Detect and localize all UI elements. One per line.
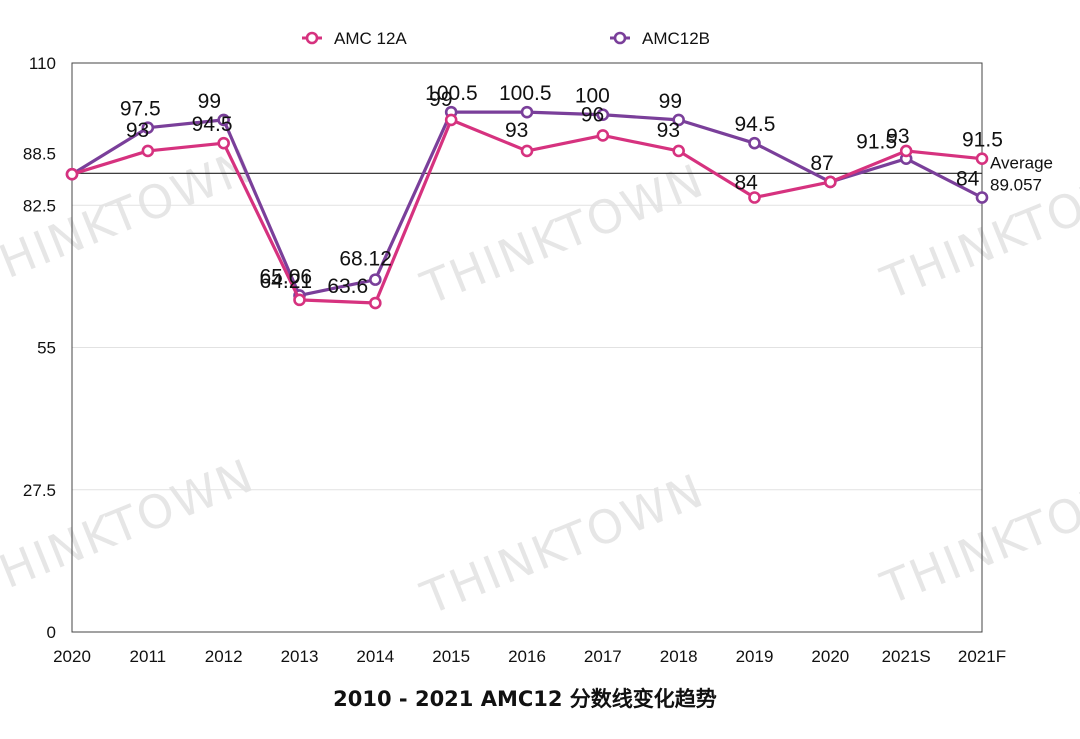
watermark-text: THINKTOWN xyxy=(413,153,712,316)
watermark-text: THINKTOWN xyxy=(873,453,1080,616)
data-label-amc12a: 93 xyxy=(505,119,528,142)
y-tick-label: 27.5 xyxy=(23,481,56,500)
data-point-amc12a xyxy=(748,191,761,204)
x-tick-label: 2017 xyxy=(584,647,622,666)
x-tick-label: 2020 xyxy=(811,647,849,666)
data-label-amc12a: 93 xyxy=(886,125,909,148)
data-point-amc12a xyxy=(899,144,913,158)
data-point-amc12b xyxy=(975,191,989,204)
y-tick-label: 55 xyxy=(37,339,56,358)
data-point-amc12b xyxy=(369,273,382,286)
data-label-amc12b: 99 xyxy=(198,90,221,113)
data-label-amc12a: 91.5 xyxy=(962,129,1003,152)
y-axis-ticks: 0 27.5 55 82.5 110 88.5 xyxy=(23,54,56,642)
data-label-amc12b: 99 xyxy=(659,90,682,113)
average-value: 89.057 xyxy=(990,175,1042,194)
x-tick-label: 2020 xyxy=(53,647,91,666)
average-tick-label: 88.5 xyxy=(23,144,56,163)
data-label-amc12a: 64.21 xyxy=(260,270,313,293)
data-point-amc12a xyxy=(141,144,155,158)
x-tick-label: 2019 xyxy=(736,647,774,666)
data-label-amc12b: 100.5 xyxy=(499,82,552,105)
data-label-amc12a: 99 xyxy=(429,88,452,111)
x-tick-label: 2018 xyxy=(660,647,698,666)
data-point-amc12b xyxy=(596,108,610,122)
data-point-amc12a xyxy=(520,144,534,158)
data-label-amc12b: 100 xyxy=(575,85,610,108)
x-tick-label: 2021S xyxy=(882,647,931,666)
data-point-amc12b xyxy=(748,136,761,150)
data-point-amc12a xyxy=(444,113,458,127)
data-label-amc12a: 94.5 xyxy=(192,113,233,136)
data-label-amc12b: 68.12 xyxy=(339,248,392,271)
watermark-text: THINKTOWN xyxy=(0,448,262,611)
data-point-amc12b xyxy=(672,113,685,127)
y-tick-label: 82.5 xyxy=(23,196,56,215)
grid-lines xyxy=(72,204,982,491)
data-point-amc12a xyxy=(672,144,685,158)
data-label-amc12a: 63.6 xyxy=(327,275,368,298)
chart-title: 2010 - 2021 AMC12 分数线变化趋势 xyxy=(333,687,717,711)
x-tick-label: 2011 xyxy=(130,647,167,666)
data-label-amc12b: 97.5 xyxy=(120,98,161,121)
data-point-amc12a xyxy=(293,293,306,307)
series-layer xyxy=(65,105,989,310)
data-label-amc12a: 93 xyxy=(126,119,149,142)
legend-swatch-marker xyxy=(305,31,319,45)
average-line-group: Average 89.057 xyxy=(72,153,1053,194)
data-label-amc12a: 93 xyxy=(657,119,680,142)
data-point-amc12b xyxy=(217,113,230,127)
x-tick-label: 2021F xyxy=(958,647,1006,666)
data-point-amc12b xyxy=(141,121,155,134)
data-point-amc12a xyxy=(824,175,837,189)
data-label-amc12a: 96 xyxy=(581,103,604,126)
legend-swatch-marker xyxy=(613,31,627,45)
y-tick-label: 110 xyxy=(29,54,56,73)
y-tick-label: 0 xyxy=(47,623,56,642)
data-label-amc12b: 65.06 xyxy=(260,265,313,288)
data-point-amc12b xyxy=(520,105,534,119)
legend: AMC 12A AMC12B xyxy=(302,29,710,48)
data-point-amc12a xyxy=(975,152,989,165)
x-tick-label: 2013 xyxy=(281,647,319,666)
data-label-amc12b: 94.5 xyxy=(735,113,776,136)
x-axis-ticks: 2020 2011 2012 2013 2014 2015 2016 2017 2018 2019… xyxy=(53,647,1006,666)
watermark-text: THINKTOWN xyxy=(413,463,712,626)
x-tick-label: 2015 xyxy=(432,647,470,666)
data-label-amc12b: 100.5 xyxy=(425,82,478,105)
x-tick-label: 2016 xyxy=(508,647,546,666)
data-label-amc12b: 91.5 xyxy=(856,131,897,154)
data-point-amc12a xyxy=(217,136,230,150)
data-point-amc12a xyxy=(596,129,610,142)
x-tick-label: 2014 xyxy=(356,647,394,666)
average-label: Average xyxy=(990,153,1053,172)
data-label-amc12b: 84 xyxy=(956,167,980,190)
data-point-amc12a xyxy=(369,296,382,310)
data-point-amc12a xyxy=(65,167,79,181)
legend-label: AMC12B xyxy=(642,29,710,48)
plot-frame xyxy=(71,62,983,633)
data-label-amc12a: 84 xyxy=(735,171,759,194)
data-label-amc12a: 87 xyxy=(810,152,833,175)
legend-label: AMC 12A xyxy=(334,29,407,48)
x-tick-label: 2012 xyxy=(205,647,243,666)
